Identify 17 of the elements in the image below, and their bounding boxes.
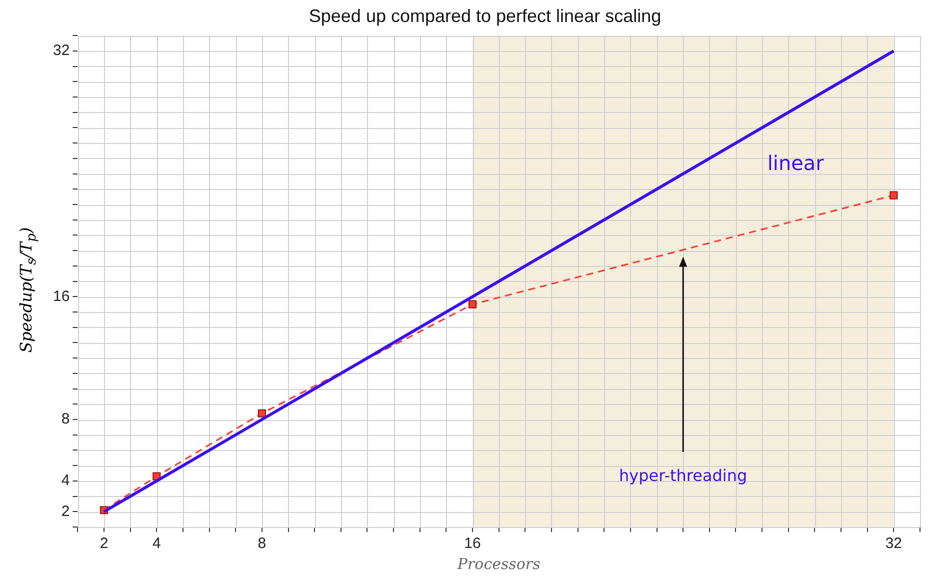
- x-tick-label: 16: [464, 535, 481, 552]
- x-axis-title: Processors: [456, 554, 541, 573]
- y-tick-label: 32: [52, 42, 70, 60]
- chart-title: Speed up compared to perfect linear scaling: [308, 6, 662, 26]
- x-tick-label: 8: [258, 535, 266, 552]
- point: [890, 191, 898, 200]
- series-label: linear: [767, 150, 825, 175]
- y-tick-label: 8: [61, 410, 70, 428]
- y-tick-label: 16: [52, 288, 70, 305]
- y-tick-label: 2: [61, 502, 70, 520]
- annotation: hyper-threading: [619, 466, 748, 486]
- x-tick-label: 4: [152, 535, 161, 552]
- point: [258, 409, 266, 418]
- x-tick-label: 2: [100, 535, 108, 552]
- x-tick-label: 32: [885, 535, 902, 552]
- y-tick-label: 4: [61, 472, 70, 490]
- point: [468, 300, 477, 308]
